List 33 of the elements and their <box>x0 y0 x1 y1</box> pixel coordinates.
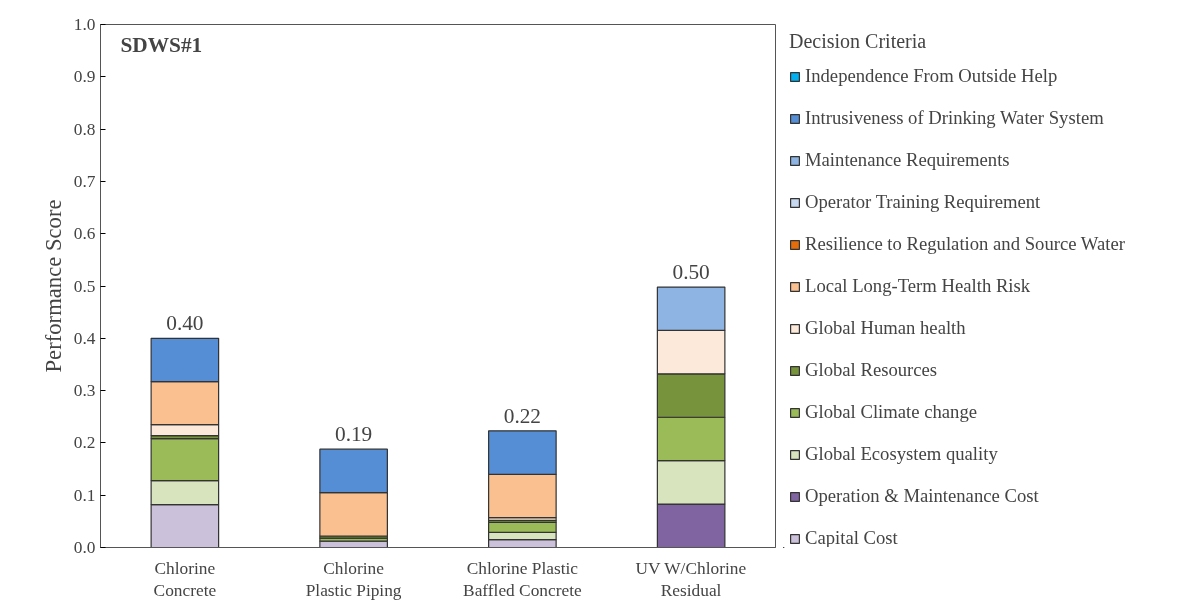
legend-label: Maintenance Requirements <box>805 149 1010 171</box>
legend-label: Operator Training Requirement <box>805 191 1041 213</box>
legend-label: Intrusiveness of Drinking Water System <box>805 107 1104 129</box>
total-label: 0.19 <box>334 422 373 447</box>
y-tick-label: 0.0 <box>73 538 96 557</box>
y-tick-label: 0.4 <box>73 328 96 348</box>
legend-label: Local Long-Term Health Risk <box>805 275 1031 297</box>
y-tick-label: 0.3 <box>73 381 96 401</box>
y-axis-title: Performance Score <box>40 199 66 373</box>
legend-label: Operation & Maintenance Cost <box>805 485 1039 507</box>
annotation: SDWS#1 <box>120 32 203 57</box>
y-tick-label: 0.6 <box>73 224 96 244</box>
legend-label: Global Climate change <box>805 401 977 423</box>
y-tick-label: 0.1 <box>73 485 96 505</box>
total-label: 0.40 <box>166 311 204 336</box>
legend-label: Resilience to Regulation and Source Water <box>805 233 1125 255</box>
legend-label: Global Resources <box>805 359 938 381</box>
y-tick-label: 0.7 <box>73 171 96 191</box>
legend-label: Independence From Outside Help <box>805 65 1058 87</box>
y-tick-label: 0.2 <box>73 433 96 453</box>
y-tick-label: 0.5 <box>73 276 96 296</box>
y-tick-label: 0.9 <box>73 67 96 87</box>
total-label: 0.22 <box>503 403 542 428</box>
x-tick-label: Chlorine Concrete <box>153 558 217 601</box>
y-tick-label: 0.8 <box>73 119 96 139</box>
x-tick-label: UV W/Chlorine Residual <box>635 558 747 601</box>
x-tick-label: Chlorine Plastic Baffled Concrete <box>463 558 582 601</box>
y-tick-label: 1.0 <box>73 15 96 34</box>
total-label: 0.50 <box>672 260 710 285</box>
legend-label: Global Human health <box>805 317 966 339</box>
legend-label: Global Ecosystem quality <box>805 443 998 465</box>
x-tick-label: Chlorine Plastic Piping <box>305 558 402 601</box>
legend-title: Decision Criteria <box>789 30 928 53</box>
